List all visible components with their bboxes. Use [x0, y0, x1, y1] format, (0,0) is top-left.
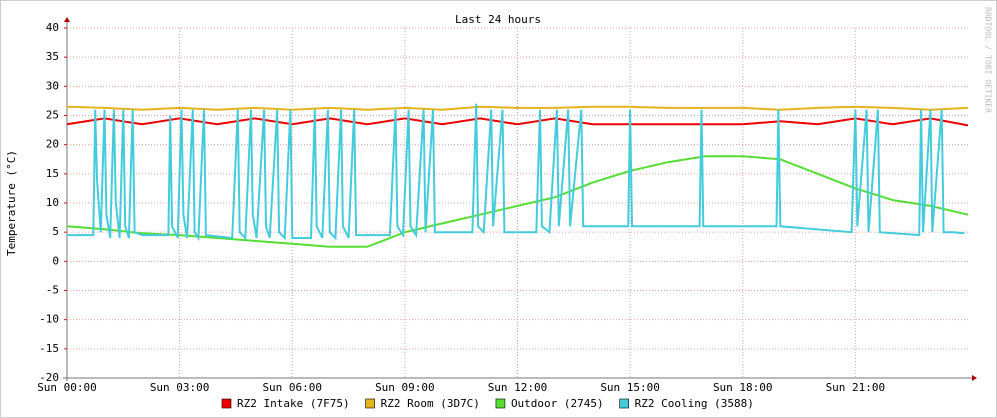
legend-label: RZ2 Cooling (3588): [635, 397, 754, 410]
x-tick-label: Sun 21:00: [826, 381, 886, 394]
legend-swatch: [619, 398, 629, 409]
series-line: [66, 117, 969, 127]
x-tick-label: Sun 18:00: [713, 381, 773, 394]
legend: RZ2 Intake (7F75) RZ2 Room (3D7C) Outdoor …: [221, 397, 754, 410]
legend-swatch: [221, 398, 232, 409]
legend-swatch: [365, 398, 375, 409]
legend-label: Outdoor (2745): [511, 397, 604, 410]
y-tick-label: 40: [46, 21, 59, 34]
x-tick-label: Sun 06:00: [262, 381, 322, 394]
x-tick-label: Sun 09:00: [375, 381, 435, 394]
watermark: RRDTOOL / TOBI OETIKER: [984, 7, 993, 113]
series-line: [67, 103, 965, 242]
legend-label: RZ2 Room (3D7C): [381, 397, 480, 410]
y-tick-label: -10: [39, 313, 59, 326]
series-line: [66, 105, 969, 111]
chart-title: Last 24 hours: [455, 13, 541, 26]
legend-label: RZ2 Intake (7F75): [237, 397, 350, 410]
y-axis-label: Temperature (°C): [5, 150, 18, 256]
y-tick-label: 30: [46, 79, 59, 92]
series-line: [66, 155, 969, 248]
legend-swatch: [495, 398, 506, 409]
y-tick-label: -5: [46, 284, 59, 297]
x-tick-label: Sun 00:00: [37, 381, 97, 394]
x-tick-label: Sun 03:00: [150, 381, 210, 394]
y-tick-label: 25: [46, 109, 59, 122]
y-tick-label: 10: [46, 196, 59, 209]
axis-arrow: [972, 375, 977, 381]
x-tick-label: Sun 12:00: [488, 381, 548, 394]
y-tick-label: 0: [52, 254, 59, 267]
y-tick-label: 5: [52, 225, 59, 238]
y-tick-label: 15: [46, 167, 59, 180]
y-tick-label: 35: [46, 50, 59, 63]
y-tick-label: 20: [46, 138, 59, 151]
y-tick-label: -15: [39, 342, 59, 355]
plot-area: [63, 17, 977, 381]
x-tick-label: Sun 15:00: [600, 381, 660, 394]
axis-arrow: [64, 17, 70, 22]
y-tick-label: -20: [39, 371, 59, 384]
